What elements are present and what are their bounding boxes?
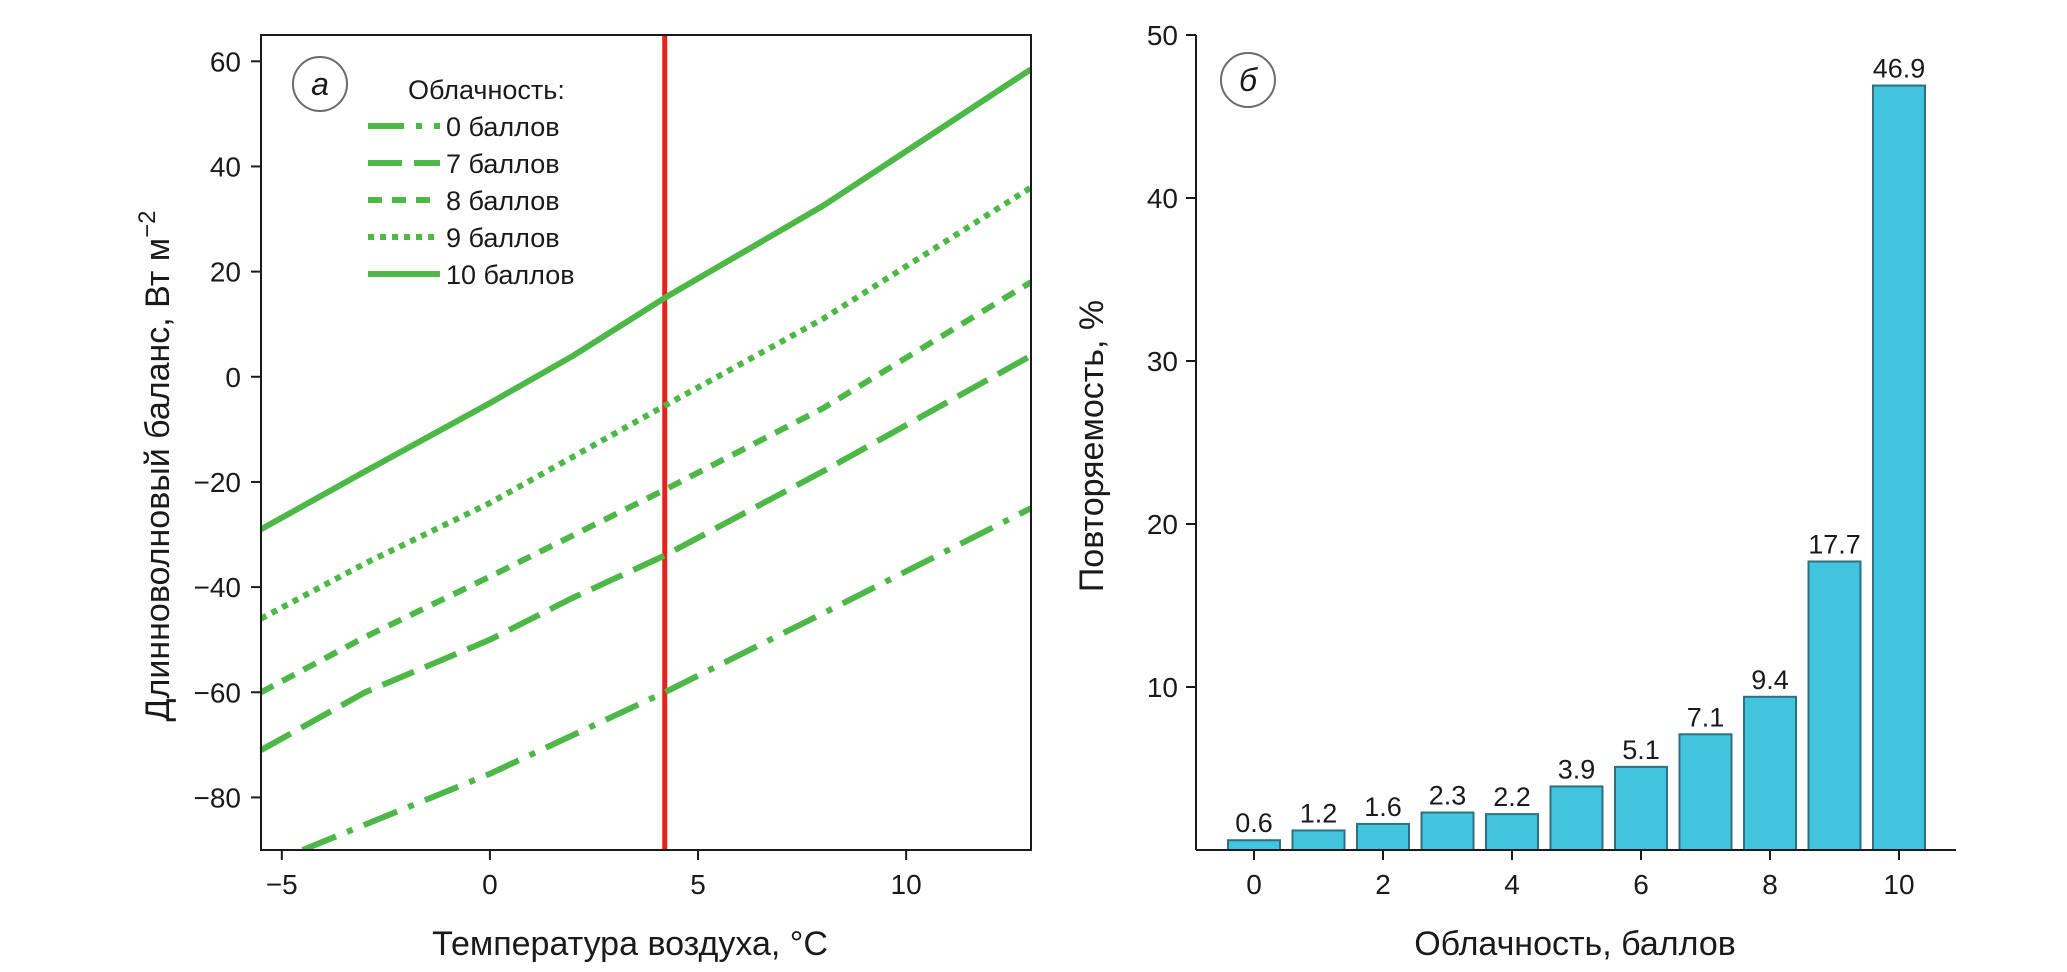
y-axis-ticks: −80 −60 −40 −20 0 20 40 60 <box>194 46 261 813</box>
panel-label-a: а <box>292 56 348 112</box>
x-tick-label: 2 <box>1375 869 1391 900</box>
bar-value-label-10: 46.9 <box>1873 54 1926 84</box>
bar-value-labels: 0.6 1.2 1.6 2.3 2.2 3.9 5.1 7.1 9.4 17.7 46.9 <box>1235 54 1925 839</box>
bar-4 <box>1485 813 1539 852</box>
bar-value-label-9: 17.7 <box>1808 529 1861 559</box>
bars <box>1227 84 1926 852</box>
bar-10 <box>1872 84 1926 851</box>
x-tick-label: 4 <box>1504 869 1520 900</box>
y-tick-label: 50 <box>1147 20 1178 51</box>
x-tick-label: 0 <box>1246 869 1262 900</box>
series-line-1 <box>301 505 1031 850</box>
x-tick-label: 10 <box>1883 869 1914 900</box>
bar-value-label-4: 2.2 <box>1493 782 1531 812</box>
y-tick-label: 30 <box>1147 346 1178 377</box>
bar-value-label-6: 5.1 <box>1622 735 1660 765</box>
x-tick-label: 5 <box>690 869 706 900</box>
y-tick-label: 40 <box>1147 183 1178 214</box>
panel-label-text: б <box>1239 62 1258 98</box>
series-line-4 <box>261 184 1031 622</box>
bar-value-label-2: 1.6 <box>1364 792 1402 822</box>
x-axis-title: Облачность, баллов <box>1414 925 1736 963</box>
panel-label-circle <box>292 56 348 112</box>
bar-value-label-0: 0.6 <box>1235 808 1273 838</box>
bar-8 <box>1743 695 1797 852</box>
panel-label-circle <box>1220 52 1276 108</box>
legend-label-5: 10 баллов <box>446 260 575 290</box>
series-line-2 <box>261 353 1031 753</box>
plot-frame <box>260 34 1032 851</box>
panel-label-text: а <box>311 66 329 102</box>
legend-label-4: 9 баллов <box>446 223 560 253</box>
y-tick-label: −80 <box>194 782 242 813</box>
y-tick-label: 0 <box>225 362 241 393</box>
x-axis-ticks: 0 2 4 6 8 10 <box>1246 850 1915 900</box>
bar-2 <box>1356 822 1410 851</box>
bar-9 <box>1807 560 1862 851</box>
panel-b-bar-chart: 0.6 1.2 1.6 2.3 2.2 3.9 5.1 7.1 9.4 17.7 46.9 0 2 4 6… <box>1073 20 1956 963</box>
legend-label-1: 0 баллов <box>446 112 560 142</box>
y-tick-label: 60 <box>210 46 241 77</box>
bar-value-label-7: 7.1 <box>1687 702 1725 732</box>
bar-1 <box>1291 829 1346 852</box>
y-axis-title-exponent: −2 <box>134 211 161 238</box>
x-axis-ticks: −5 0 5 10 <box>266 850 922 900</box>
panel-a-line-chart: −5 0 5 10 −80 −60 −40 −20 0 20 40 60 а Облачность:… <box>134 34 1032 963</box>
x-tick-label: 6 <box>1633 869 1649 900</box>
bar-0 <box>1227 839 1281 851</box>
x-tick-label: −5 <box>266 869 298 900</box>
bar-value-label-8: 9.4 <box>1751 665 1789 695</box>
panel-label-b: б <box>1220 52 1276 108</box>
series-line-5 <box>261 66 1031 532</box>
legend: Облачность: 0 баллов 7 баллов 8 баллов 9 ба… <box>368 75 575 290</box>
y-tick-label: −40 <box>194 572 242 603</box>
y-axis-ticks: 10 20 30 40 50 <box>1147 20 1196 703</box>
series-lines <box>261 66 1031 850</box>
x-axis-title: Температура воздуха, °C <box>432 925 828 963</box>
x-tick-label: 10 <box>891 869 922 900</box>
y-axis-title: Длинноволновый баланс, Вт м−2 <box>134 211 177 722</box>
y-tick-label: 40 <box>210 151 241 182</box>
y-tick-label: −20 <box>194 467 242 498</box>
y-axis-title-main: Длинноволновый баланс, Вт м <box>139 238 177 722</box>
legend-label-3: 8 баллов <box>446 186 560 216</box>
bar-value-label-3: 2.3 <box>1429 781 1467 811</box>
y-tick-label: 10 <box>1147 672 1178 703</box>
y-tick-label: −60 <box>194 677 242 708</box>
bar-7 <box>1678 733 1733 852</box>
y-axis-title: Повторяемость, % <box>1073 300 1111 592</box>
legend-label-2: 7 баллов <box>446 149 560 179</box>
legend-title: Облачность: <box>408 75 565 105</box>
x-tick-label: 8 <box>1762 869 1778 900</box>
y-tick-label: 20 <box>210 257 241 288</box>
bar-value-label-5: 3.9 <box>1558 754 1596 784</box>
bar-value-label-1: 1.2 <box>1300 798 1338 828</box>
series-line-3 <box>261 279 1031 695</box>
bar-6 <box>1614 765 1668 851</box>
x-tick-label: 0 <box>482 869 498 900</box>
bar-5 <box>1549 785 1604 851</box>
y-tick-label: 20 <box>1147 509 1178 540</box>
bar-3 <box>1420 811 1475 852</box>
